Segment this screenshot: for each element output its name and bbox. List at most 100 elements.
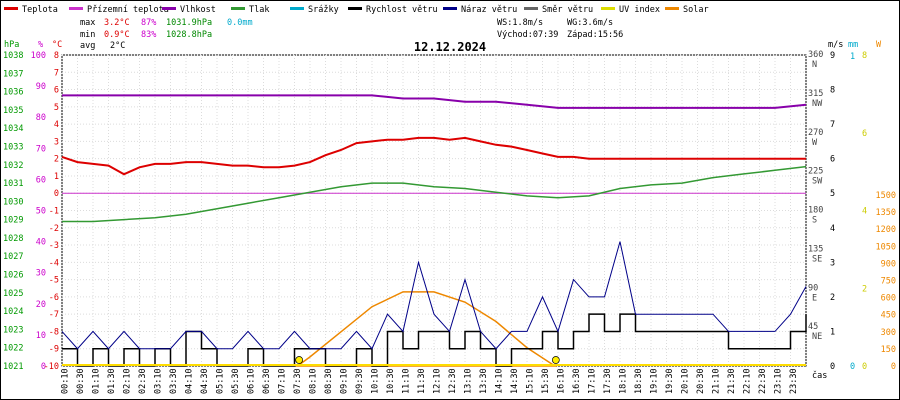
hpa-tick: 1026 xyxy=(3,271,23,281)
hpa-tick: 1033 xyxy=(3,142,23,152)
axis-unit-temp: °C xyxy=(52,40,62,50)
pct-tick: 40 xyxy=(36,238,46,248)
solar-series xyxy=(295,291,558,367)
ms-tick: 8 xyxy=(830,86,835,96)
stats-min-press: 1028.8hPa xyxy=(166,30,212,40)
stats-max-label: max xyxy=(80,18,95,28)
hpa-tick: 1032 xyxy=(3,161,23,171)
x-tick: 19:30 xyxy=(665,368,675,394)
legend-label: Přízemní teplota xyxy=(87,5,169,15)
ms-tick: 1 xyxy=(830,327,835,337)
pct-tick: 20 xyxy=(36,300,46,310)
legend-swatch xyxy=(443,7,457,10)
x-tick: 07:10 xyxy=(277,368,287,394)
w-tick: 1350 xyxy=(876,208,896,218)
x-tick: 01:30 xyxy=(107,368,117,394)
temp-tick: 4 xyxy=(54,120,59,130)
x-axis: 00:10 00:30 01:10 01:30 02:10 02:30 03:10 03:30… xyxy=(60,368,827,394)
legend-label: Vlhkost xyxy=(180,5,216,15)
dir-tick-deg: 315 xyxy=(808,89,823,99)
x-tick: 18:10 xyxy=(618,368,628,394)
dir-tick-label: NW xyxy=(812,99,823,109)
x-tick: 04:30 xyxy=(200,368,210,394)
x-tick: 21:30 xyxy=(727,368,737,394)
x-tick: 21:10 xyxy=(711,368,721,394)
axis-unit-ms: m/s xyxy=(828,40,843,50)
x-tick: 14:10 xyxy=(494,368,504,394)
temp-tick: 7 xyxy=(54,68,59,78)
sunrise-marker xyxy=(295,356,303,364)
hpa-tick: 1030 xyxy=(3,197,23,207)
temp-tick: 6 xyxy=(54,86,59,96)
hpa-tick: 1021 xyxy=(3,362,23,372)
x-tick: 00:30 xyxy=(76,368,86,394)
ms-tick: 6 xyxy=(830,155,835,165)
x-tick: 17:30 xyxy=(603,368,613,394)
hpa-tick: 1036 xyxy=(3,88,23,98)
w-tick: 450 xyxy=(881,311,896,321)
x-tick: 16:10 xyxy=(556,368,566,394)
wind-stats-wg: WG:3.6m/s xyxy=(567,18,613,28)
x-tick: 23:30 xyxy=(789,368,799,394)
temp-tick: -9 xyxy=(49,345,59,355)
hpa-tick: 1031 xyxy=(3,179,23,189)
temp-tick: -2 xyxy=(49,224,59,234)
stats-min-label: min xyxy=(80,30,95,40)
x-tick: 02:10 xyxy=(122,368,132,394)
x-tick: 03:10 xyxy=(153,368,163,394)
legend-swatch xyxy=(231,7,245,10)
dir-tick-deg: 180 xyxy=(808,206,823,216)
right-axes: m/s mm W9876543210360N315NW270W225SW180S13… xyxy=(808,40,896,372)
wind-stats-block: WS:1.8m/s WG:3.6m/s Východ:07:39 Západ:1… xyxy=(497,18,623,40)
x-tick: 05:10 xyxy=(215,368,225,394)
x-tick: 17:10 xyxy=(587,368,597,394)
uv-tick: 2 xyxy=(862,284,867,294)
temp-tick: -1 xyxy=(49,207,59,217)
ms-tick: 3 xyxy=(830,258,835,268)
x-tick: 09:30 xyxy=(355,368,365,394)
uv-tick: 8 xyxy=(862,51,867,61)
hpa-tick: 1029 xyxy=(3,216,23,226)
legend-label: Rychlost větru xyxy=(366,5,438,15)
temp-tick: 0 xyxy=(54,189,59,199)
hpa-tick: 1025 xyxy=(3,289,23,299)
stats-min-temp: 0.9°C xyxy=(104,30,130,40)
stats-avg-label: avg xyxy=(80,41,95,51)
x-tick: 13:10 xyxy=(463,368,473,394)
hpa-tick: 1024 xyxy=(3,307,23,317)
x-tick: 11:30 xyxy=(417,368,427,394)
pct-tick: 100 xyxy=(31,51,46,61)
w-tick: 600 xyxy=(881,294,896,304)
x-tick: 14:30 xyxy=(510,368,520,394)
hpa-tick: 1027 xyxy=(3,252,23,262)
temp-tick: -3 xyxy=(49,241,59,251)
x-tick: 11:10 xyxy=(401,368,411,394)
w-tick: 900 xyxy=(881,259,896,269)
pct-tick: 30 xyxy=(36,269,46,279)
x-tick: 20:30 xyxy=(696,368,706,394)
stats-max-press: 1031.9hPa xyxy=(166,18,212,28)
ms-tick: 0 xyxy=(830,362,835,372)
x-tick: 06:10 xyxy=(246,368,256,394)
dir-tick-label: NE xyxy=(812,332,822,342)
hpa-tick: 1038 xyxy=(3,51,23,61)
uv-tick: 0 xyxy=(862,362,867,372)
wind-speed-series xyxy=(62,313,807,367)
x-tick: 13:30 xyxy=(479,368,489,394)
dir-tick-label: N xyxy=(812,60,817,70)
pct-tick: 10 xyxy=(36,331,46,341)
pct-tick: 70 xyxy=(36,144,46,154)
x-tick: 15:10 xyxy=(525,368,535,394)
temp-tick: 2 xyxy=(54,155,59,165)
legend-label: Náraz větru xyxy=(461,5,517,15)
wind-stats-sunrise: Východ:07:39 xyxy=(497,30,558,40)
w-tick: 1200 xyxy=(876,225,896,235)
legend-swatch xyxy=(665,7,679,10)
w-tick: 750 xyxy=(881,276,896,286)
x-tick: 04:10 xyxy=(184,368,194,394)
x-tick: 19:10 xyxy=(649,368,659,394)
legend-swatch xyxy=(601,7,615,10)
stats-max-rain: 0.0mm xyxy=(227,18,253,28)
legend: Teplota Přízemní teplota Vlhkost Tlak Srážky… xyxy=(4,5,709,15)
x-tick: 01:10 xyxy=(91,368,101,394)
